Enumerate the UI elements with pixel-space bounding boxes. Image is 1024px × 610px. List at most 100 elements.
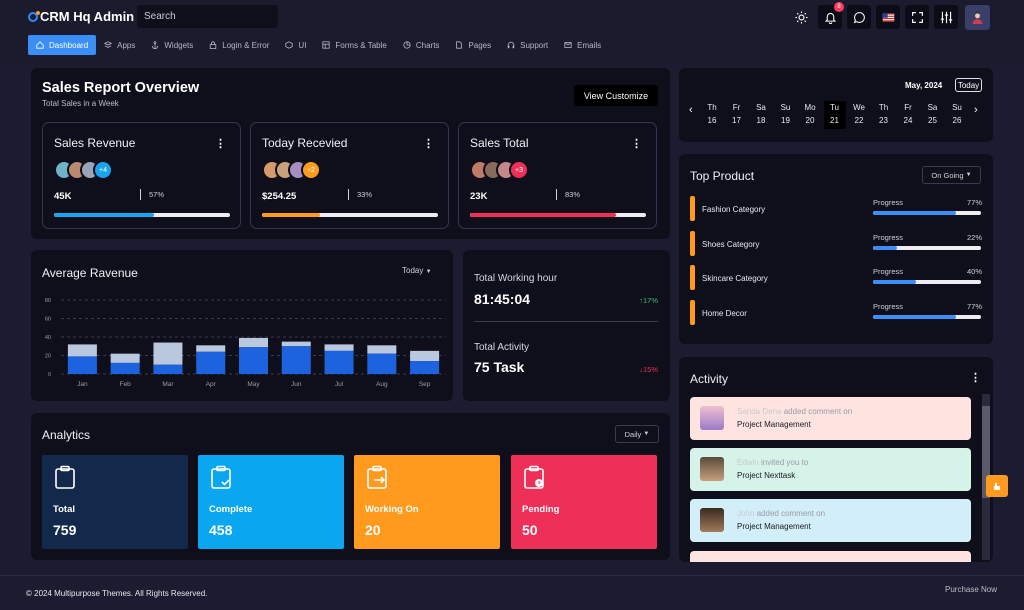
stat-title: Sales Total <box>470 136 529 150</box>
calendar-days-row: Th 16 Fr 17 Sa 18 Su 19 Mo 20 Tu 21 We 22 Th 23 Fr 24 Sa 25… <box>701 101 973 129</box>
calendar-day[interactable]: Fr 17 <box>726 101 748 127</box>
calendar-day[interactable]: Fr 24 <box>897 101 919 127</box>
stat-progress-fill <box>470 213 617 217</box>
analytics-filter-dropdown[interactable]: Daily ▼ <box>615 425 659 443</box>
more-options-icon[interactable]: ⋮ <box>970 372 981 384</box>
nav-item-login-error[interactable]: Login & Error <box>201 35 277 55</box>
more-options-icon[interactable]: ⋮ <box>423 138 434 150</box>
product-marker <box>690 265 695 290</box>
calendar-day[interactable]: Th 16 <box>701 101 723 127</box>
nav-item-apps[interactable]: Apps <box>96 35 143 55</box>
activity-item[interactable]: Edwin invited you to Project Nexttask <box>690 448 971 491</box>
calendar-day[interactable]: Su 19 <box>775 101 797 127</box>
settings-button[interactable] <box>934 5 958 29</box>
activity-target: Project Management <box>737 420 811 429</box>
avatar-group: +3 <box>470 160 529 180</box>
caret-down-icon: ▼ <box>643 431 650 437</box>
bell-icon <box>824 12 836 24</box>
user-avatar[interactable] <box>965 5 990 30</box>
progress-percent: 77% <box>966 301 982 311</box>
home-icon <box>36 41 44 49</box>
bar-lower <box>324 350 354 374</box>
scrollbar-thumb[interactable] <box>982 406 990 498</box>
calendar-today-button[interactable]: Today <box>955 78 982 92</box>
calendar-day[interactable]: We 22 <box>848 101 870 127</box>
progress-percent: 77% <box>966 198 982 207</box>
calendar-date: 26 <box>952 116 962 125</box>
theme-toggle-button[interactable] <box>789 5 813 29</box>
x-tick-label: Aug <box>376 381 388 388</box>
tile-value: 20 <box>365 522 381 538</box>
analytics-tile-pending[interactable]: Pending 50 <box>511 455 657 549</box>
top-product-card: Top Product On Going ▼ Fashion Category P… <box>679 154 993 344</box>
analytics-filter-label: Daily <box>624 429 642 439</box>
calendar-day[interactable]: Th 23 <box>873 101 895 127</box>
product-progress <box>873 211 981 215</box>
calendar-weekday: Mo <box>804 103 816 112</box>
nav-label: Emails <box>577 40 602 50</box>
analytics-tile-working-on[interactable]: Working On 20 <box>354 455 500 549</box>
analytics-tile-total[interactable]: Total 759 <box>42 455 188 549</box>
calendar-next-icon[interactable]: › <box>974 104 978 116</box>
avatar-icon <box>972 11 983 24</box>
activity-user: Edwin <box>737 458 759 467</box>
calendar-date: 24 <box>903 116 913 125</box>
calendar-date: 25 <box>928 116 937 125</box>
nav-item-forms-table[interactable]: Forms & Table <box>314 35 394 55</box>
x-tick-label: Jul <box>335 381 344 388</box>
calendar-day[interactable]: Sa 18 <box>750 101 772 127</box>
analytics-tile-complete[interactable]: Complete 458 <box>198 455 344 549</box>
tile-label: Total <box>53 504 75 515</box>
caret-down-icon: ▼ <box>965 172 972 178</box>
nav-item-charts[interactable]: Charts <box>395 35 448 55</box>
calendar-date: 17 <box>732 116 741 125</box>
sun-icon <box>794 10 808 24</box>
arrow-down-icon: ↓ <box>639 365 643 374</box>
search-input[interactable] <box>137 5 278 28</box>
nav-item-dashboard[interactable]: Dashboard <box>28 35 97 55</box>
nav-item-pages[interactable]: Pages <box>447 35 499 55</box>
nav-item-ui[interactable]: UI <box>277 35 314 55</box>
activity-item[interactable]: Sanda Dena added comment on Project Manag… <box>690 397 971 440</box>
avatar-count[interactable]: +3 <box>509 160 529 180</box>
calendar-date: 20 <box>805 116 815 125</box>
messages-button[interactable] <box>847 5 871 29</box>
activity-item[interactable]: John added comment on Project Management <box>690 499 971 542</box>
product-name: Skincare Category <box>702 274 768 283</box>
mail-icon <box>564 42 572 48</box>
app-logo[interactable]: CRM Hq Admin <box>28 9 134 24</box>
view-customize-button[interactable]: View Customize <box>574 85 658 106</box>
calendar-day[interactable]: Sa 25 <box>922 101 944 127</box>
calendar-day[interactable]: Tu 21 <box>823 101 846 129</box>
purchase-now-link[interactable]: Purchase Now <box>945 585 998 594</box>
calendar-date: 16 <box>707 116 717 125</box>
top-product-filter-dropdown[interactable]: On Going ▼ <box>922 166 981 184</box>
fullscreen-button[interactable] <box>905 5 929 29</box>
more-options-icon[interactable]: ⋮ <box>631 138 642 150</box>
nav-item-support[interactable]: Support <box>499 35 556 55</box>
customizer-toggle-button[interactable] <box>986 475 1008 497</box>
progress-label: Progress <box>873 301 904 311</box>
average-revenue-card: Average Ravenue Today ▼ 0 20 40 60 80 Jan Feb M… <box>31 250 453 401</box>
calendar-weekday: We <box>853 103 865 112</box>
activity-text: John added comment on <box>737 509 825 518</box>
notifications-button[interactable]: 8 <box>818 2 844 29</box>
nav-item-widgets[interactable]: Widgets <box>143 35 201 55</box>
total-activity-value: 75 Task <box>474 359 525 375</box>
revenue-filter-dropdown[interactable]: Today ▼ <box>402 266 432 275</box>
stat-value: 23K <box>470 191 488 202</box>
calendar-day[interactable]: Su 26 <box>946 101 968 127</box>
activity-user: John <box>737 509 755 518</box>
activity-text: Edwin invited you to <box>737 458 808 467</box>
calendar-weekday: Th <box>707 103 717 112</box>
language-button[interactable] <box>876 5 900 29</box>
avatar-count[interactable]: +4 <box>93 160 113 180</box>
nav-item-emails[interactable]: Emails <box>556 35 609 55</box>
more-options-icon[interactable]: ⋮ <box>215 138 226 150</box>
stat-percent: 83% <box>556 189 580 200</box>
calendar-day[interactable]: Mo 20 <box>799 101 821 127</box>
stat-title: Sales Revenue <box>54 136 136 150</box>
activity-item-partial <box>690 551 971 562</box>
avatar-count[interactable]: +2 <box>301 160 321 180</box>
calendar-prev-icon[interactable]: ‹ <box>689 104 693 116</box>
